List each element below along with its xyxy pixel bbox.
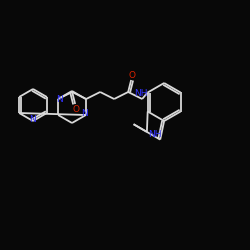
Text: NH: NH	[134, 88, 148, 98]
Text: N: N	[56, 96, 62, 104]
Text: N: N	[82, 110, 88, 118]
Text: NH: NH	[148, 130, 162, 140]
Text: O: O	[129, 70, 136, 80]
Text: O: O	[73, 104, 80, 114]
Text: N: N	[30, 116, 36, 124]
